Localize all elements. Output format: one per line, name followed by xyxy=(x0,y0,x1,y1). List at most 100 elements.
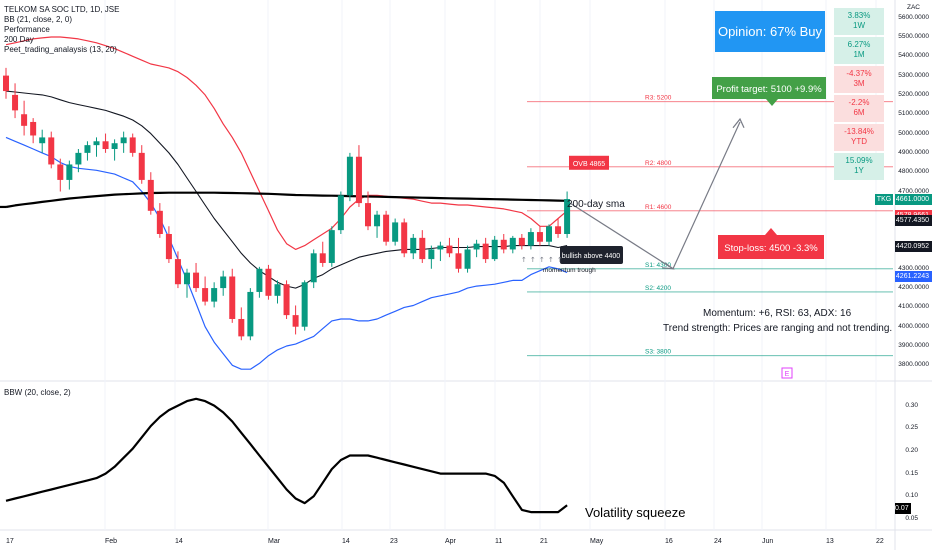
candle-body xyxy=(211,288,218,302)
candle-body xyxy=(446,245,453,254)
bullish-label: bullish above 4400 xyxy=(562,253,620,260)
pivot-label: S2: 4200 xyxy=(645,285,671,292)
time-tick: Mar xyxy=(268,538,281,545)
bbw-label[interactable]: BBW (20, close, 2) xyxy=(4,388,71,397)
candle-body xyxy=(346,156,353,196)
bb-lower-line xyxy=(5,136,568,370)
candle-body xyxy=(383,214,390,242)
candle-body xyxy=(93,141,100,146)
price-tick: 3800.0000 xyxy=(898,361,929,369)
ovb-badge xyxy=(569,155,609,170)
performance-cell: 6.27% 1M xyxy=(834,37,884,64)
pivot-label: R1: 4600 xyxy=(645,204,672,211)
momentum-stats: Momentum: +6, RSI: 63, ADX: 16 xyxy=(703,308,852,319)
candle-body xyxy=(274,284,281,296)
time-tick: 13 xyxy=(826,538,834,545)
time-tick: 23 xyxy=(390,538,398,545)
time-tick: Apr xyxy=(445,538,457,545)
bbw-tick: 0.30 xyxy=(905,401,918,409)
candle-body xyxy=(184,272,190,285)
performance-value: 6.27% xyxy=(847,40,871,49)
pivot-label: S3: 3800 xyxy=(645,349,671,356)
projection-arrowhead xyxy=(661,262,676,270)
price-tick: 5300.0000 xyxy=(898,71,929,79)
price-tick: 5600.0000 xyxy=(898,13,929,21)
bb-upper-line xyxy=(5,36,568,250)
candle-body xyxy=(256,268,263,292)
price-tick: 5200.0000 xyxy=(898,90,929,98)
performance-cell: -2.2% 6M xyxy=(834,95,884,122)
candle-body xyxy=(84,145,91,153)
price-tag: 4661.0000 xyxy=(895,194,932,206)
candle-body xyxy=(165,233,172,260)
price-tag: 4420.0952 xyxy=(895,240,932,252)
candle-body xyxy=(310,253,317,283)
earnings-marker-icon xyxy=(781,367,793,379)
candle-body xyxy=(500,239,507,250)
candle-body xyxy=(202,288,209,302)
sma-200-label: 200-day sma xyxy=(567,199,625,210)
price-tick: 4700.0000 xyxy=(898,187,929,195)
candle-body xyxy=(319,253,326,263)
candle-body xyxy=(428,249,435,260)
time-tick: Jun xyxy=(762,538,773,545)
price-tag: 4577.4350 xyxy=(895,215,932,227)
bbw-tick: 0.15 xyxy=(905,469,918,477)
time-tick: 16 xyxy=(665,538,673,545)
candle-body xyxy=(292,315,299,327)
performance-period: 6M xyxy=(853,108,865,117)
indicator-bb[interactable]: BB (21, close, 2, 0) xyxy=(4,15,73,24)
trend-strength: Trend strength: Prices are ranging and n… xyxy=(663,323,893,334)
candle-body xyxy=(156,210,163,234)
sma-200-line xyxy=(5,191,568,209)
time-tick: 24 xyxy=(714,538,722,545)
symbol-title: TELKOM SA SOC LTD, 1D, JSE xyxy=(4,5,120,14)
profit-target-pointer xyxy=(766,99,778,106)
candle-body xyxy=(229,276,236,319)
candle-body xyxy=(328,230,335,263)
performance-period: 3M xyxy=(853,79,865,88)
candle-body xyxy=(410,237,417,254)
candle-body xyxy=(365,203,371,227)
indicator-performance[interactable]: Performance xyxy=(4,25,50,34)
candle-body xyxy=(337,195,344,231)
price-tick: 5400.0000 xyxy=(898,52,929,60)
candle-body xyxy=(555,226,562,234)
candle-body xyxy=(12,94,19,111)
performance-period: 1M xyxy=(853,50,865,59)
projection-arrowhead xyxy=(732,117,745,129)
candle-body xyxy=(265,268,272,296)
opinion-box: Opinion: 67% Buy xyxy=(715,11,825,52)
candle-body xyxy=(57,164,64,180)
indicator-peet[interactable]: Peet_trading_analaysis (13, 20) xyxy=(4,45,117,54)
price-tick: 5100.0000 xyxy=(898,110,929,118)
symbol-tag: TKG xyxy=(875,194,893,206)
candle-body xyxy=(464,249,471,269)
candle-body xyxy=(482,243,489,260)
earnings-marker-label: E xyxy=(785,371,790,378)
bbw-tick: 0.25 xyxy=(905,424,918,432)
time-tick: 21 xyxy=(540,538,548,545)
performance-period: YTD xyxy=(851,137,867,146)
candle-body xyxy=(437,245,444,250)
ovb-label: OVB 4865 xyxy=(573,161,605,168)
time-tick: 14 xyxy=(342,538,350,545)
time-tick: 17 xyxy=(6,538,14,545)
bbw-line xyxy=(5,397,568,514)
up-arrow-icon: ↑ xyxy=(548,256,554,264)
candle-body xyxy=(174,259,181,285)
performance-period: 1W xyxy=(853,21,865,30)
price-tick: 5500.0000 xyxy=(898,32,929,40)
performance-cell: -13.84% YTD xyxy=(834,124,884,151)
currency-label: ZAC xyxy=(907,4,920,11)
candle-body xyxy=(147,179,154,211)
time-tick: 11 xyxy=(495,538,502,545)
price-axis[interactable]: 5600.0000 5500.0000 5400.0000 5300.0000 5200… xyxy=(895,0,932,550)
candle-body xyxy=(473,243,480,250)
profit-target-box xyxy=(712,77,826,99)
indicator-200-day[interactable]: 200 Day xyxy=(4,35,34,44)
performance-cell: -4.37% 3M xyxy=(834,66,884,93)
stop-loss-pointer xyxy=(765,228,777,235)
